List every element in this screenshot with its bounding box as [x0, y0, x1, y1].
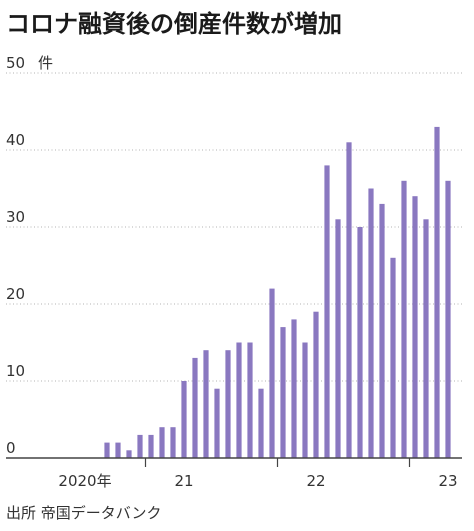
bar — [379, 203, 385, 458]
y-tick-label: 30 — [6, 208, 25, 226]
bar — [335, 219, 341, 458]
bar — [137, 434, 143, 458]
bar — [214, 388, 220, 458]
bar — [236, 342, 242, 458]
year-dividers — [144, 458, 411, 467]
bar — [357, 227, 363, 458]
bar — [126, 450, 132, 458]
x-year-label: 21 — [174, 472, 193, 490]
bar — [412, 196, 418, 458]
bar — [445, 180, 451, 459]
bar — [115, 442, 121, 458]
bars — [104, 126, 451, 459]
bar — [170, 427, 176, 458]
bar — [302, 342, 308, 458]
x-year-label: 2020年 — [58, 472, 111, 490]
bar — [181, 381, 187, 458]
bar — [104, 442, 110, 458]
bar — [258, 388, 264, 458]
bar — [434, 126, 440, 459]
bar — [401, 180, 407, 459]
x-year-label: 22 — [306, 472, 325, 490]
bar — [225, 350, 231, 458]
y-tick-label: 50 — [6, 54, 25, 72]
bar — [313, 311, 319, 458]
bar — [280, 327, 286, 458]
y-tick-label: 10 — [6, 362, 25, 380]
bar — [269, 288, 275, 458]
bar — [324, 165, 330, 458]
y-tick-label: 40 — [6, 131, 25, 149]
bar — [291, 319, 297, 458]
chart-title: コロナ融資後の倒産件数が増加 — [6, 10, 342, 38]
bar — [192, 357, 198, 458]
bar — [390, 257, 396, 458]
y-tick-label: 20 — [6, 285, 25, 303]
x-year-label: 23 — [438, 472, 457, 490]
bar — [203, 350, 209, 458]
bar — [423, 219, 429, 458]
bar — [148, 434, 154, 458]
y-axis-ticks: 0 10 20 30 40 50 — [6, 54, 25, 457]
x-axis-labels: 2020年 21 22 23 — [58, 472, 457, 490]
y-tick-label: 0 — [6, 439, 16, 457]
bar — [247, 342, 253, 458]
grid-lines — [6, 72, 462, 382]
y-axis-unit: 件 — [38, 54, 53, 72]
bar — [346, 142, 352, 459]
source-note: 出所 帝国データバンク — [6, 504, 162, 522]
bar — [159, 427, 165, 458]
bar — [368, 188, 374, 458]
